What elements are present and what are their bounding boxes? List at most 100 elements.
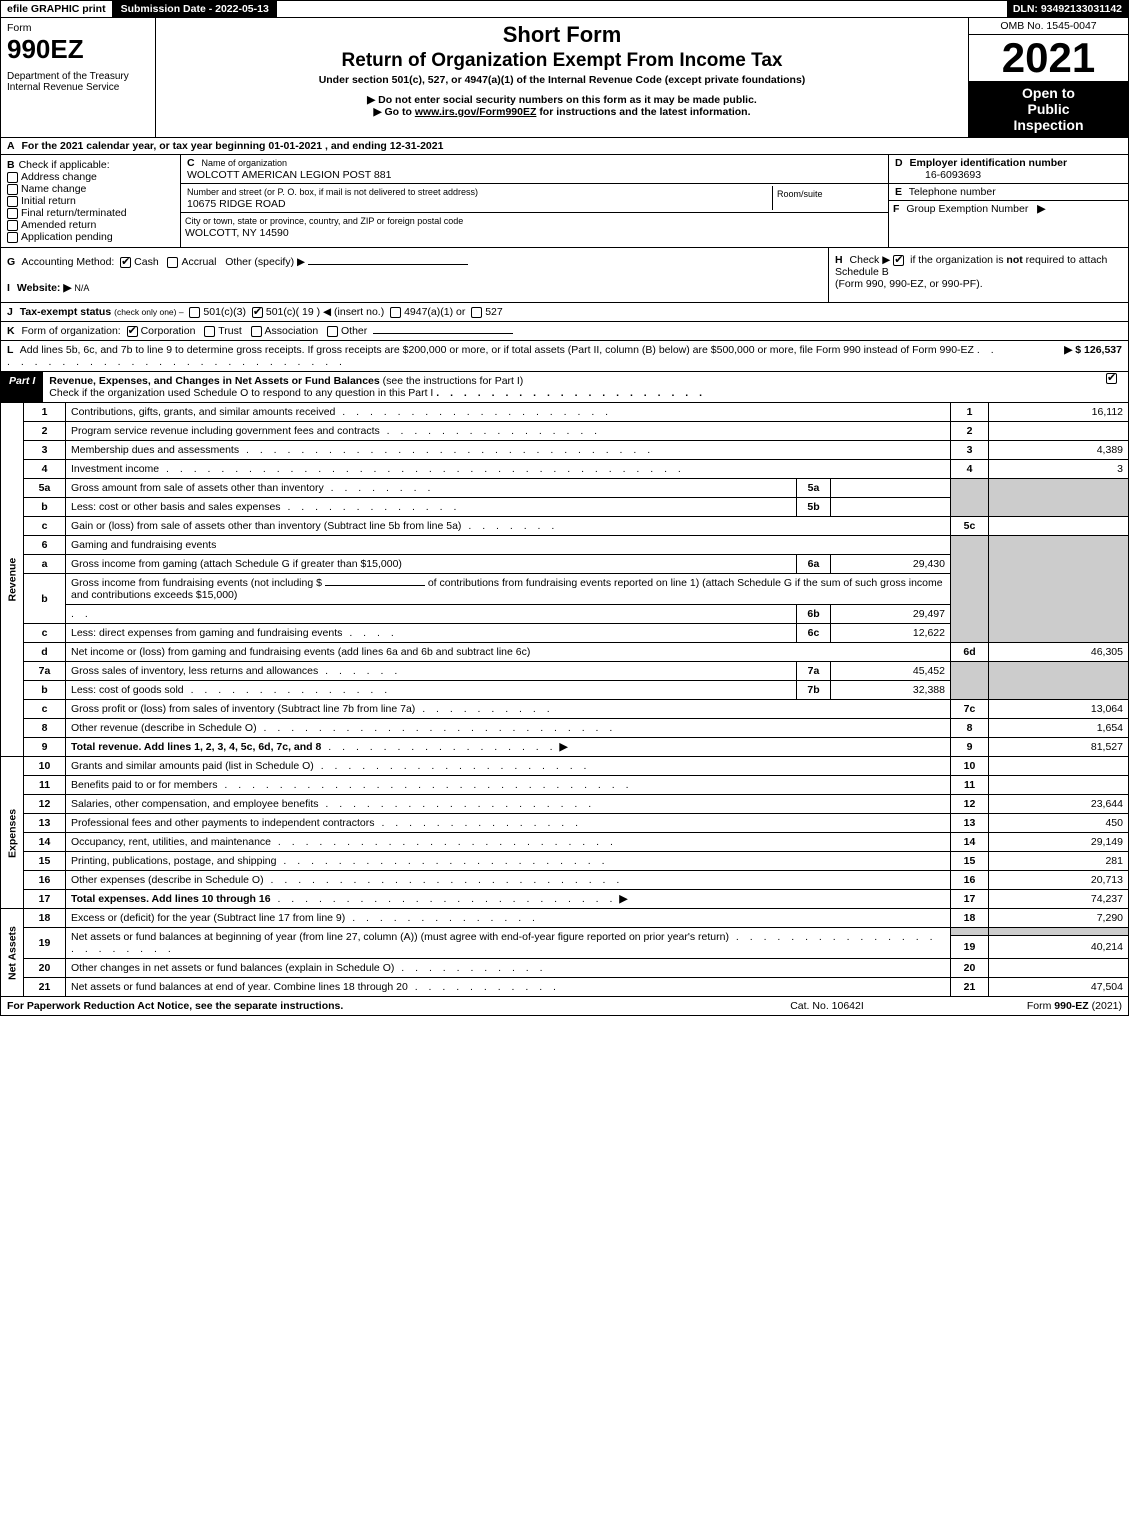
check-527[interactable] [471, 307, 482, 318]
row-11: 11 Benefits paid to or for members . . .… [1, 776, 1129, 795]
check-schedule-b[interactable] [893, 255, 904, 266]
h-text2: if the organization is [910, 254, 1006, 266]
row-15: 15 Printing, publications, postage, and … [1, 852, 1129, 871]
letter-c: C [187, 157, 195, 169]
mv-6a: 29,430 [831, 555, 951, 574]
header-left: Form 990EZ Department of the Treasury In… [1, 18, 156, 137]
label-4: Investment income [71, 463, 159, 475]
letter-h: H [835, 254, 843, 266]
amt-7c: 13,064 [989, 700, 1129, 719]
row-2: 2 Program service revenue including gove… [1, 422, 1129, 441]
k-other-input[interactable] [373, 333, 513, 334]
mn-6c: 6c [797, 624, 831, 643]
check-501c[interactable] [252, 307, 263, 318]
label-18: Excess or (deficit) for the year (Subtra… [71, 912, 345, 924]
amt-8: 1,654 [989, 719, 1129, 738]
footer-right: Form 990-EZ (2021) [952, 1000, 1122, 1012]
check-application-pending[interactable] [7, 232, 18, 243]
page-footer: For Paperwork Reduction Act Notice, see … [0, 997, 1129, 1016]
label-19: Net assets or fund balances at beginning… [71, 931, 729, 943]
mv-7b: 32,388 [831, 681, 951, 700]
g-other: Other (specify) ▶ [225, 256, 305, 268]
section-b: BCheck if applicable: Address change Nam… [1, 155, 181, 247]
row-18: Net Assets 18 Excess or (deficit) for th… [1, 909, 1129, 928]
check-4947[interactable] [390, 307, 401, 318]
rn-4: 4 [951, 460, 989, 479]
j-527: 527 [485, 306, 503, 318]
rn-7c: 7c [951, 700, 989, 719]
label-20: Other changes in net assets or fund bala… [71, 962, 394, 974]
n-13: 13 [24, 814, 66, 833]
g-accrual: Accrual [181, 256, 216, 268]
rn-13: 13 [951, 814, 989, 833]
mv-6b: 29,497 [831, 605, 951, 624]
h-text1: Check ▶ [850, 254, 894, 266]
irs-link[interactable]: www.irs.gov/Form990EZ [415, 106, 537, 118]
part-i-note: (see the instructions for Part I) [383, 375, 524, 387]
k-trust: Trust [218, 325, 242, 337]
label-6d: Net income or (loss) from gaming and fun… [71, 646, 530, 658]
n-2: 2 [24, 422, 66, 441]
label-5c: Gain or (loss) from sale of assets other… [71, 520, 461, 532]
title-return: Return of Organization Exempt From Incom… [164, 50, 960, 72]
mn-5b: 5b [797, 498, 831, 517]
rn-11: 11 [951, 776, 989, 795]
check-initial-return[interactable] [7, 196, 18, 207]
check-schedule-o[interactable] [1106, 373, 1117, 384]
shade-6-amt [989, 536, 1129, 643]
open2: Public [971, 101, 1126, 117]
letter-i: I [7, 282, 10, 294]
section-c: C Name of organization WOLCOTT AMERICAN … [181, 155, 888, 247]
shade-7 [951, 662, 989, 700]
label-6: Gaming and fundraising events [71, 539, 216, 551]
check-amended-return[interactable] [7, 220, 18, 231]
label-6b-1: Gross income from fundraising events (no… [71, 577, 322, 589]
check-trust[interactable] [204, 326, 215, 337]
check-address-change[interactable] [7, 172, 18, 183]
rn-2: 2 [951, 422, 989, 441]
d-label: Employer identification number [910, 157, 1068, 169]
i-label: Website: ▶ [17, 282, 72, 294]
n-6c: c [24, 624, 66, 643]
mn-7b: 7b [797, 681, 831, 700]
row-17: 17 Total expenses. Add lines 10 through … [1, 890, 1129, 909]
l-text: Add lines 5b, 6c, and 7b to line 9 to de… [20, 344, 974, 356]
efile-print[interactable]: efile GRAPHIC print [1, 1, 113, 17]
k-label: Form of organization: [22, 325, 121, 337]
title-short-form: Short Form [164, 22, 960, 48]
shade-19-amt [989, 928, 1129, 936]
n-21: 21 [24, 978, 66, 997]
6b-input[interactable] [325, 585, 425, 586]
label-10: Grants and similar amounts paid (list in… [71, 760, 314, 772]
check-corp[interactable] [127, 326, 138, 337]
j-label: Tax-exempt status [20, 306, 111, 318]
label-17: Total expenses. Add lines 10 through 16 [71, 893, 271, 905]
amt-12: 23,644 [989, 795, 1129, 814]
row-10: Expenses 10 Grants and similar amounts p… [1, 757, 1129, 776]
b-opt-0: Address change [21, 171, 97, 183]
n-9: 9 [24, 738, 66, 757]
label-13: Professional fees and other payments to … [71, 817, 375, 829]
check-final-return[interactable] [7, 208, 18, 219]
check-501c3[interactable] [189, 307, 200, 318]
row-19-text: 19 Net assets or fund balances at beginn… [1, 928, 1129, 936]
side-revenue: Revenue [1, 403, 24, 757]
check-cash[interactable] [120, 257, 131, 268]
submission-date: Submission Date - 2022-05-13 [113, 1, 277, 17]
rn-10: 10 [951, 757, 989, 776]
footer-right-prefix: Form [1027, 1000, 1054, 1012]
mn-7a: 7a [797, 662, 831, 681]
amt-18: 7,290 [989, 909, 1129, 928]
check-accrual[interactable] [167, 257, 178, 268]
mn-5a: 5a [797, 479, 831, 498]
check-other-org[interactable] [327, 326, 338, 337]
g-other-input[interactable] [308, 264, 468, 265]
check-name-change[interactable] [7, 184, 18, 195]
label-15: Printing, publications, postage, and shi… [71, 855, 276, 867]
letter-l: L [7, 344, 13, 356]
arrow-9: ▶ [559, 741, 567, 753]
check-assoc[interactable] [251, 326, 262, 337]
row-4: 4 Investment income . . . . . . . . . . … [1, 460, 1129, 479]
label-14: Occupancy, rent, utilities, and maintena… [71, 836, 271, 848]
amt-1: 16,112 [989, 403, 1129, 422]
